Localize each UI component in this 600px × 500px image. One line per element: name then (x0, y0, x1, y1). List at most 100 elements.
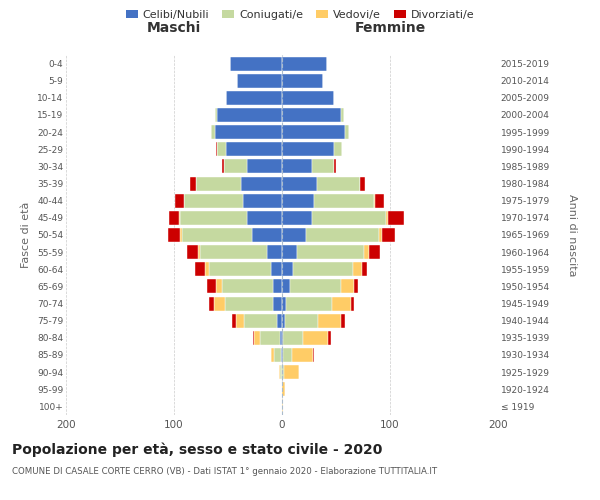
Bar (282, 91, 334, 105)
Bar (386, 211, 388, 225)
Bar (364, 245, 370, 259)
Bar (217, 108, 282, 122)
Bar (277, 314, 282, 328)
Bar (221, 160, 224, 173)
Bar (194, 262, 205, 276)
Bar (283, 331, 302, 345)
Bar (292, 348, 313, 362)
Bar (196, 176, 241, 190)
Bar (260, 331, 280, 345)
Bar (282, 56, 328, 70)
Bar (215, 125, 282, 139)
Bar (274, 348, 281, 362)
Bar (253, 331, 254, 345)
Bar (274, 280, 282, 293)
Bar (282, 160, 312, 173)
Bar (355, 280, 358, 293)
Bar (282, 74, 323, 88)
Bar (247, 160, 282, 173)
Bar (341, 314, 344, 328)
Bar (244, 314, 277, 328)
Legend: Celibi/Nubili, Coniugati/e, Vedovi/e, Divorziati/e: Celibi/Nubili, Coniugati/e, Vedovi/e, Di… (121, 6, 479, 25)
Bar (184, 194, 243, 207)
Bar (221, 280, 274, 293)
Bar (200, 245, 267, 259)
Bar (314, 194, 374, 207)
Bar (328, 331, 331, 345)
Bar (254, 331, 260, 345)
Bar (284, 365, 299, 379)
Bar (282, 176, 317, 190)
Bar (241, 176, 282, 190)
Bar (313, 348, 314, 362)
Bar (282, 108, 341, 122)
Bar (312, 160, 334, 173)
Bar (282, 211, 312, 225)
Bar (282, 314, 285, 328)
Bar (214, 296, 225, 310)
Bar (302, 331, 328, 345)
Bar (282, 262, 293, 276)
Bar (282, 280, 290, 293)
Bar (179, 211, 181, 225)
Bar (281, 348, 282, 362)
Bar (374, 194, 375, 207)
Text: Femmine: Femmine (355, 21, 425, 35)
Bar (375, 194, 383, 207)
Bar (271, 262, 282, 276)
Bar (224, 160, 247, 173)
Bar (243, 194, 282, 207)
Bar (198, 245, 200, 259)
Bar (226, 91, 282, 105)
Bar (217, 142, 226, 156)
Bar (332, 296, 351, 310)
Bar (267, 245, 282, 259)
Bar (230, 56, 282, 70)
Bar (247, 211, 282, 225)
Bar (282, 125, 344, 139)
Bar (282, 194, 314, 207)
Bar (362, 262, 367, 276)
Bar (205, 262, 209, 276)
Bar (351, 296, 355, 310)
Bar (379, 228, 382, 242)
Bar (312, 211, 386, 225)
Bar (232, 314, 236, 328)
Bar (282, 142, 334, 156)
Bar (317, 314, 341, 328)
Bar (181, 228, 182, 242)
Bar (388, 211, 404, 225)
Bar (187, 245, 198, 259)
Bar (353, 262, 362, 276)
Bar (211, 125, 215, 139)
Bar (334, 160, 336, 173)
Bar (334, 142, 343, 156)
Bar (370, 245, 380, 259)
Bar (169, 211, 179, 225)
Bar (282, 228, 306, 242)
Bar (181, 211, 247, 225)
Bar (282, 348, 283, 362)
Y-axis label: Anni di nascita: Anni di nascita (566, 194, 577, 276)
Bar (297, 245, 364, 259)
Bar (282, 296, 286, 310)
Bar (209, 296, 214, 310)
Bar (274, 296, 282, 310)
Bar (282, 382, 285, 396)
Bar (225, 296, 274, 310)
Bar (282, 331, 283, 345)
Bar (279, 365, 280, 379)
Bar (341, 280, 355, 293)
Bar (209, 262, 271, 276)
Bar (216, 142, 217, 156)
Bar (293, 262, 353, 276)
Y-axis label: Fasce di età: Fasce di età (22, 202, 31, 268)
Bar (216, 280, 221, 293)
Bar (341, 108, 344, 122)
Bar (285, 314, 317, 328)
Bar (290, 280, 341, 293)
Bar (236, 314, 244, 328)
Bar (280, 365, 282, 379)
Bar (360, 176, 365, 190)
Bar (208, 280, 216, 293)
